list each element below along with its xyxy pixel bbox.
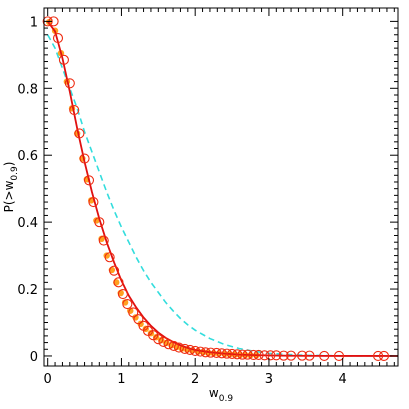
data-circle <box>195 346 206 357</box>
y-axis-label-prefix: P(>w <box>2 180 16 212</box>
data-circle <box>158 336 169 347</box>
data-circle <box>253 349 264 361</box>
data-circle <box>216 348 227 359</box>
y-tick-label: 0.4 <box>17 216 38 231</box>
data-circle <box>184 344 196 355</box>
axes: 0 1 2 3 4 0 0.2 0.4 0.6 0.8 1 <box>17 8 398 387</box>
y-axis-label-sub: 0.9 <box>10 166 20 181</box>
x-tick-label: 1 <box>117 372 125 387</box>
data-circle <box>173 342 185 353</box>
y-tick-label: 0 <box>30 350 38 365</box>
data-circle <box>259 350 270 361</box>
data-circle <box>113 277 124 288</box>
data-circle <box>221 348 232 359</box>
model-dashed-curve <box>46 34 399 357</box>
data-circle <box>248 349 259 361</box>
data-circle <box>378 350 390 362</box>
data-circle <box>52 33 64 44</box>
data-circle <box>153 334 164 345</box>
data-circle <box>242 349 253 360</box>
data-circle <box>200 347 211 358</box>
y-axis-label-suffix: ) <box>2 162 16 167</box>
data-circle <box>133 314 144 325</box>
data-circle <box>333 350 345 362</box>
x-axis-label: w0.9 <box>209 386 233 404</box>
x-tick-label: 3 <box>265 372 273 387</box>
y-axis-label: P(>w0.9) <box>2 162 20 213</box>
data-circle <box>98 235 109 246</box>
data-circle <box>69 104 80 116</box>
x-tick-label: 2 <box>191 372 199 387</box>
data-circle <box>122 299 133 310</box>
data-circle <box>319 350 330 362</box>
data-circle <box>128 307 139 318</box>
data-circle <box>237 349 248 360</box>
x-tick-label: 0 <box>44 372 52 387</box>
data-circle <box>58 54 69 65</box>
plot-content <box>42 16 399 362</box>
data-circle <box>227 348 238 360</box>
data-circle <box>278 350 289 361</box>
data-circle <box>190 345 201 356</box>
data-circle <box>179 343 190 354</box>
x-axis-label-sub: 0.9 <box>219 394 234 404</box>
data-circle <box>304 350 315 361</box>
data-circle <box>104 252 115 263</box>
data-circle <box>79 153 90 164</box>
data-circle <box>168 340 179 351</box>
data-circle <box>286 350 297 361</box>
data-circle <box>109 265 120 276</box>
data-circle <box>205 347 216 358</box>
data-circle <box>74 128 85 139</box>
y-tick-label: 0.8 <box>17 82 38 97</box>
x-axis-label-main: w <box>209 386 219 400</box>
data-circle <box>232 349 243 360</box>
data-circle <box>88 197 99 208</box>
data-circle <box>64 78 75 89</box>
data-circle <box>297 350 308 361</box>
x-tick-label: 4 <box>339 372 347 387</box>
data-circle <box>163 339 174 350</box>
y-tick-label: 1 <box>30 15 38 30</box>
data-circle <box>117 289 128 300</box>
data-circle <box>211 347 222 359</box>
y-tick-label: 0.6 <box>17 149 38 164</box>
data-circle <box>94 217 105 228</box>
data-circle <box>83 175 95 186</box>
data-circle <box>265 350 276 361</box>
data-circle <box>271 350 282 361</box>
data-circle <box>373 350 384 362</box>
data-circle <box>42 16 53 27</box>
y-tick-label: 0.2 <box>17 283 38 298</box>
plot-frame <box>43 7 399 367</box>
fit-solid-curve <box>46 20 399 357</box>
